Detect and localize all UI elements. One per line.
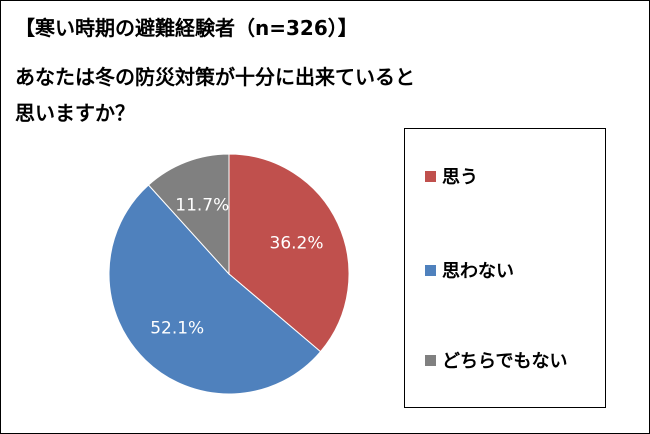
legend-swatch-omou — [425, 170, 436, 182]
legend-label-omowanai: 思わない — [442, 261, 514, 282]
legend-item-omowanai: 思わない — [425, 257, 514, 283]
legend-swatch-omowanai — [425, 264, 436, 276]
chart-title-line-1: 【寒い時期の避難経験者（n=326）】 — [15, 16, 358, 40]
legend-label-dochiramo: どちらでもない — [442, 351, 568, 372]
chart-title-line-2: あなたは冬の防災対策が十分に出来ていると — [15, 65, 415, 89]
pie-data-label-omou: 36.2% — [270, 234, 324, 254]
pie-data-label-omowanai: 52.1% — [150, 318, 204, 338]
legend-swatch-dochiramo — [425, 354, 436, 366]
legend: 思う 思わない どちらでもない — [404, 128, 606, 408]
pie-slice-omou — [228, 153, 350, 353]
legend-item-dochiramo: どちらでもない — [425, 347, 567, 373]
legend-label-omou: 思う — [442, 167, 478, 188]
pie-data-label-dochiramo: 11.7% — [175, 196, 229, 216]
pie-slice-omowanai — [108, 184, 322, 395]
pie-slice-dochiramo — [147, 153, 230, 276]
chart-title-line-3: 思いますか？ — [15, 101, 135, 125]
legend-item-omou: 思う — [425, 163, 478, 189]
